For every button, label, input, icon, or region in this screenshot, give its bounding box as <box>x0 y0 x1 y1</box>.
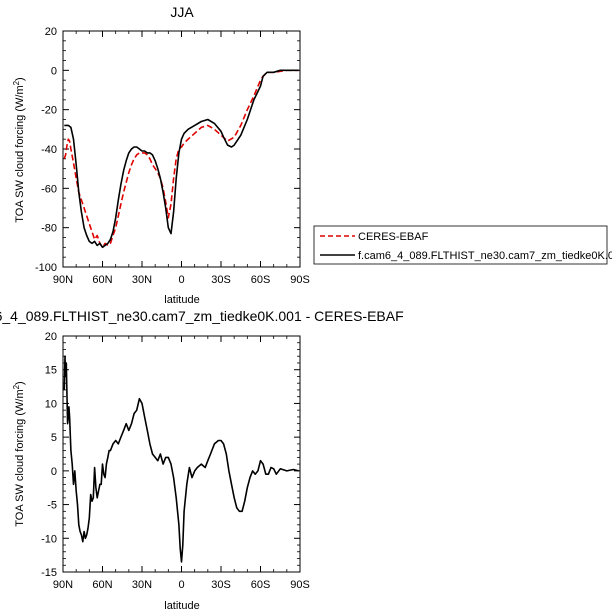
x-tick-label: 30S <box>211 274 231 286</box>
ticks-top: 90N 60N 30N 0 30S 60S 90S -100 -80 -60 -40 -20 0 20 <box>35 26 310 286</box>
x-tick-label: 60N <box>92 579 112 591</box>
y-tick-label: 15 <box>45 365 57 377</box>
y-tick-label: 10 <box>45 398 57 410</box>
y-tick-label: -100 <box>35 262 57 274</box>
y-tick-label: -40 <box>41 144 57 156</box>
y-tick-label: 20 <box>45 331 57 343</box>
chart-title-bottom: f.cam6_4_089.FLTHIST_ne30.cam7_zm_tiedke… <box>0 308 404 324</box>
panel-climatology: JJA TOA SW cloud forcing (W/m2) latitude… <box>12 4 310 306</box>
y-axis-label-bottom: TOA SW cloud forcing (W/m2) <box>12 381 26 526</box>
x-tick-label: 30S <box>211 579 231 591</box>
x-tick-label: 0 <box>178 579 184 591</box>
plot-frame-bottom <box>62 335 301 573</box>
x-tick-label: 0 <box>178 274 184 286</box>
series-lines-bottom <box>63 355 299 563</box>
y-tick-label: 20 <box>45 26 57 38</box>
legend-box <box>313 225 608 265</box>
panel-difference: f.cam6_4_089.FLTHIST_ne30.cam7_zm_tiedke… <box>0 308 404 612</box>
x-axis-label-top: latitude <box>164 294 199 306</box>
x-tick-label: 90S <box>290 579 310 591</box>
x-tick-label: 60N <box>92 274 112 286</box>
x-tick-label: 90S <box>290 274 310 286</box>
y-tick-label: -20 <box>41 105 57 117</box>
x-tick-label: 90N <box>53 274 73 286</box>
x-tick-label: 60S <box>251 579 271 591</box>
y-tick-label: 5 <box>51 432 57 444</box>
series-line-difference <box>63 355 299 563</box>
x-tick-label: 30N <box>132 274 152 286</box>
y-tick-label: 0 <box>51 466 57 478</box>
series-line-ceres-ebaf <box>63 69 299 249</box>
y-tick-label: -80 <box>41 223 57 235</box>
legend: CERES-EBAF f.cam6_4_089.FLTHIST_ne30.cam… <box>313 225 612 265</box>
series-line-model <box>64 69 299 249</box>
chart-title-top: JJA <box>170 4 194 20</box>
x-tick-label: 60S <box>251 274 271 286</box>
y-tick-label: -10 <box>41 533 57 545</box>
y-tick-label: -15 <box>41 567 57 579</box>
y-tick-label: 0 <box>51 65 57 77</box>
x-axis-label-bottom: latitude <box>164 600 199 612</box>
ticks-bottom: 90N 60N 30N 0 30S 60S 90S -15 -10 -5 0 5 10 15 20 <box>41 331 310 591</box>
legend-label-model: f.cam6_4_089.FLTHIST_ne30.cam7_zm_tiedke… <box>358 250 612 262</box>
y-tick-label: -60 <box>41 183 57 195</box>
y-tick-label: -5 <box>47 500 57 512</box>
x-tick-label: 90N <box>53 579 73 591</box>
series-lines-top <box>63 69 299 249</box>
legend-label-ceres: CERES-EBAF <box>358 231 429 243</box>
x-tick-label: 30N <box>132 579 152 591</box>
plot-frame-top <box>62 30 301 268</box>
y-axis-label-top: TOA SW cloud forcing (W/m2) <box>12 77 26 222</box>
